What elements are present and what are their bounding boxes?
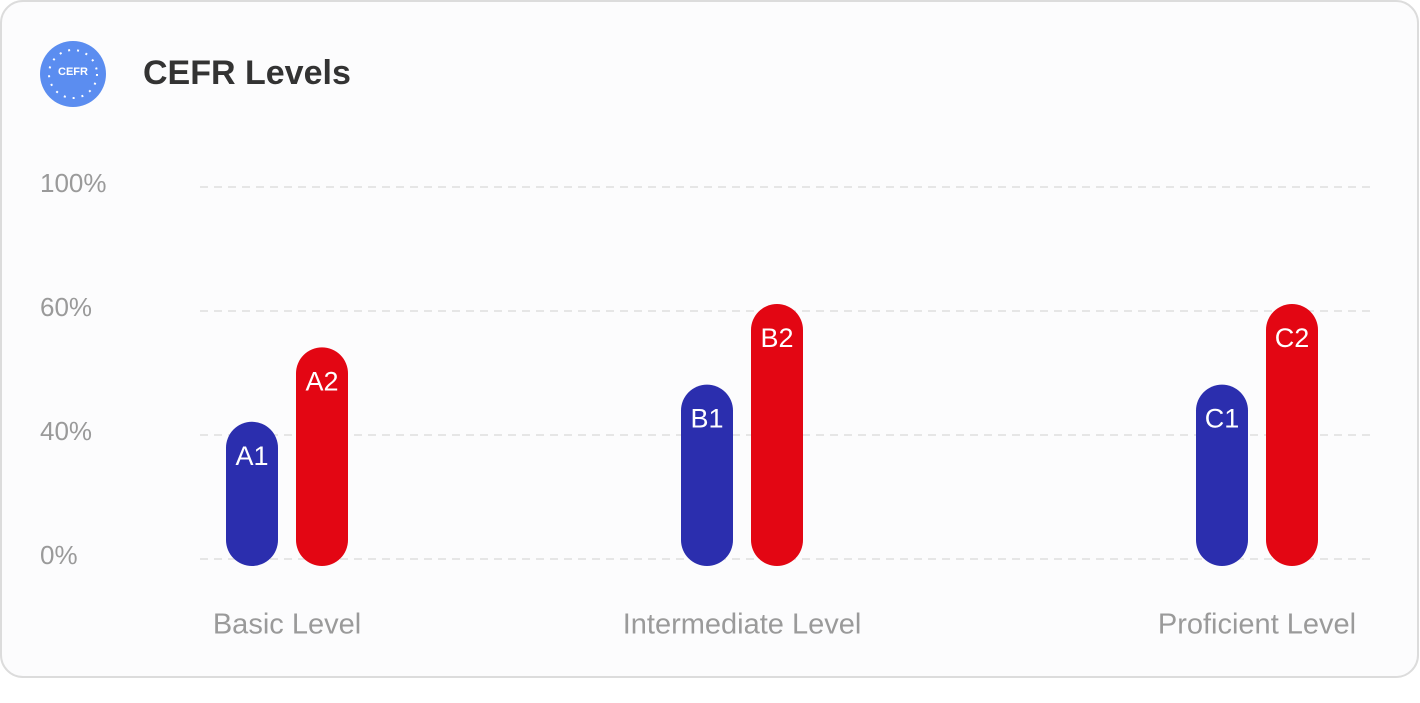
bar xyxy=(751,304,803,566)
bar xyxy=(1196,384,1248,566)
bar xyxy=(681,384,733,566)
logo-text: CEFR xyxy=(58,66,88,78)
logo-stars xyxy=(48,49,98,99)
bar-label: B1 xyxy=(690,404,723,434)
bar-label: A2 xyxy=(305,367,338,397)
bar xyxy=(226,421,278,566)
card xyxy=(0,0,1419,678)
y-tick-label: 100% xyxy=(40,168,107,198)
x-tick-label: Proficient Level xyxy=(1158,609,1356,641)
y-tick-label: 0% xyxy=(40,540,78,570)
bar-label: B2 xyxy=(760,323,793,353)
x-tick-label: Basic Level xyxy=(213,609,361,641)
chart-title: CEFR Levels xyxy=(143,54,351,92)
logo: CEFR xyxy=(40,41,106,107)
bar-label: A1 xyxy=(235,441,268,471)
y-tick-label: 40% xyxy=(40,416,92,446)
bar xyxy=(1266,304,1318,566)
bar-label: C1 xyxy=(1205,404,1240,434)
bar-label: C2 xyxy=(1275,323,1310,353)
bar xyxy=(296,347,348,566)
x-tick-label: Intermediate Level xyxy=(623,609,862,641)
y-tick-label: 60% xyxy=(40,292,92,322)
